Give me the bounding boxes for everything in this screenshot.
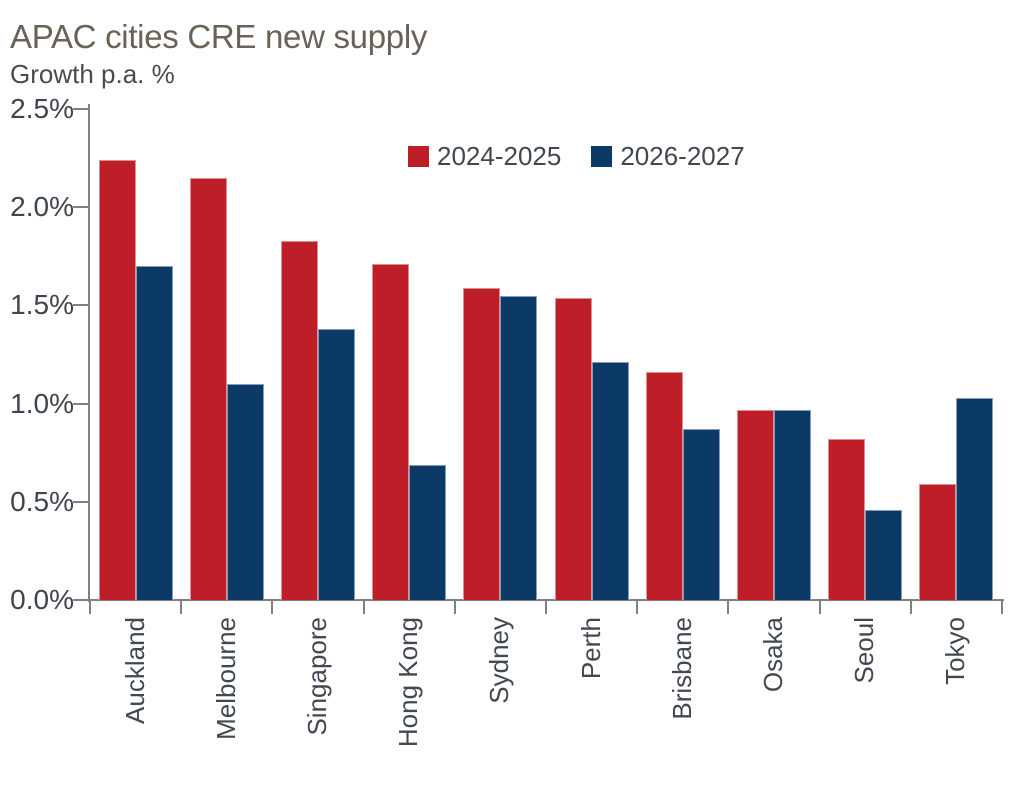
x-axis-category-label: Seoul bbox=[849, 617, 880, 684]
bar-group-tokyo: Tokyo bbox=[911, 109, 1002, 685]
bar-2024-2025-seoul bbox=[828, 439, 866, 600]
x-axis-tick bbox=[909, 600, 912, 614]
y-axis-tick-label: 1.5% bbox=[10, 289, 74, 321]
x-axis-category-label: Auckland bbox=[119, 617, 150, 724]
y-axis-tick-label: 1.0% bbox=[10, 387, 74, 419]
bar-group-hong-kong: Hong Kong bbox=[364, 109, 455, 747]
bar-2024-2025-singapore bbox=[281, 240, 318, 600]
bar-2026-2027-osaka bbox=[774, 409, 812, 600]
y-axis-tick bbox=[73, 402, 88, 405]
x-axis-category-label: Perth bbox=[575, 617, 606, 680]
bar-2026-2027-sydney bbox=[500, 295, 538, 600]
x-axis-tick bbox=[1001, 600, 1003, 614]
plot-area: Auckland Melbourne Singapore Hong Kong Sydne… bbox=[90, 109, 1002, 747]
x-axis-tick bbox=[271, 600, 274, 614]
x-axis-tick bbox=[636, 600, 639, 614]
bar-2024-2025-tokyo bbox=[919, 484, 957, 600]
x-axis-category-label: Hong Kong bbox=[393, 617, 424, 748]
bar-2026-2027-perth bbox=[591, 362, 629, 600]
x-axis-category-label: Osaka bbox=[758, 617, 789, 693]
bar-group-seoul: Seoul bbox=[820, 109, 911, 684]
bar-2026-2027-hong-kong bbox=[409, 464, 447, 600]
y-axis-tick bbox=[73, 599, 88, 601]
bar-group-melbourne: Melbourne bbox=[181, 109, 272, 740]
legend-swatch-red bbox=[408, 146, 429, 167]
y-axis-tick-label: 2.5% bbox=[10, 93, 74, 124]
bar-2026-2027-singapore bbox=[318, 329, 355, 600]
bar-group-perth: Perth bbox=[546, 109, 637, 679]
legend-item-2026-2027: 2026-2027 bbox=[591, 141, 745, 172]
bar-2024-2025-sydney bbox=[463, 287, 501, 600]
x-axis-tick bbox=[89, 600, 91, 614]
chart-title: APAC cities CRE new supply bbox=[10, 18, 428, 55]
x-axis-category-label: Singapore bbox=[302, 617, 333, 736]
legend: 2024-2025 2026-2027 bbox=[408, 141, 745, 172]
bar-group-brisbane: Brisbane bbox=[637, 109, 728, 720]
bar-group-singapore: Singapore bbox=[272, 109, 363, 736]
x-axis-tick bbox=[818, 600, 821, 614]
y-axis-tick-label: 0.0% bbox=[10, 584, 74, 615]
legend-swatch-navy bbox=[591, 146, 613, 167]
bar-group-sydney: Sydney bbox=[455, 109, 546, 704]
x-axis-category-label: Tokyo bbox=[940, 617, 971, 685]
bar-2026-2027-tokyo bbox=[956, 397, 994, 600]
y-axis-line bbox=[88, 104, 90, 602]
bar-2024-2025-perth bbox=[554, 297, 592, 600]
bar-2024-2025-hong-kong bbox=[372, 264, 410, 600]
bar-2024-2025-brisbane bbox=[645, 372, 683, 600]
x-axis-category-label: Brisbane bbox=[666, 617, 697, 720]
y-axis-tick bbox=[73, 206, 88, 209]
bar-2024-2025-osaka bbox=[737, 409, 775, 600]
y-axis-tick bbox=[73, 108, 88, 110]
x-axis-category-label: Sydney bbox=[484, 617, 515, 704]
x-axis-tick bbox=[727, 600, 730, 614]
y-axis-tick-label: 2.0% bbox=[10, 191, 74, 223]
bar-2024-2025-melbourne bbox=[189, 177, 227, 600]
bar-group-auckland: Auckland bbox=[90, 109, 181, 724]
y-axis-unit-label: Growth p.a. % bbox=[10, 59, 175, 89]
x-axis-tick bbox=[180, 600, 183, 614]
y-axis-tick bbox=[73, 304, 88, 307]
x-axis-tick bbox=[545, 600, 547, 614]
bar-2026-2027-melbourne bbox=[226, 384, 264, 600]
bar-2024-2025-auckland bbox=[98, 160, 136, 600]
bar-2026-2027-auckland bbox=[135, 266, 173, 600]
bar-group-osaka: Osaka bbox=[728, 109, 819, 692]
legend-label: 2026-2027 bbox=[620, 141, 745, 171]
legend-label: 2024-2025 bbox=[437, 141, 562, 171]
legend-item-2024-2025: 2024-2025 bbox=[408, 141, 561, 172]
x-axis-tick bbox=[453, 600, 456, 614]
bar-2026-2027-brisbane bbox=[682, 429, 720, 600]
x-axis-tick bbox=[362, 600, 365, 614]
x-axis-category-label: Melbourne bbox=[210, 617, 241, 740]
bar-2026-2027-seoul bbox=[865, 509, 903, 600]
y-axis-tick-label: 0.5% bbox=[10, 485, 74, 517]
y-axis-tick bbox=[73, 500, 88, 503]
